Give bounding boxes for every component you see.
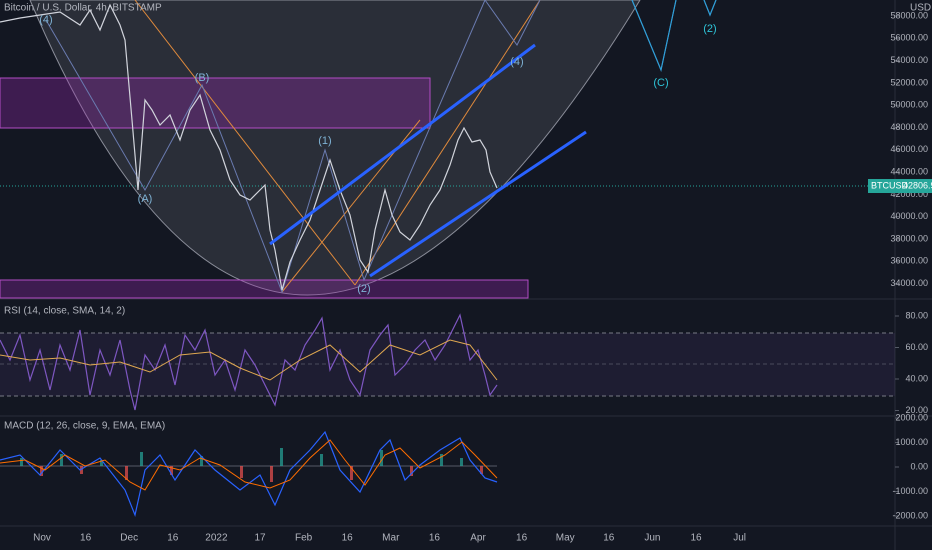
rsi-title: RSI (14, close, SMA, 14, 2) (4, 306, 125, 317)
zone-lower (0, 279, 529, 299)
wave-label: (B) (195, 72, 210, 84)
tick-label: 52000.00 (890, 77, 928, 87)
tick-label: 46000.00 (890, 144, 928, 154)
macd-line (0, 430, 498, 518)
time-label: Mar (382, 533, 400, 544)
wave-label: (1) (318, 135, 331, 147)
rsi-sma (0, 339, 498, 381)
time-label: Nov (33, 533, 51, 544)
wave-label: (4) (39, 14, 52, 26)
tick-label: 1000.00 (895, 437, 928, 447)
rsi-line (0, 313, 498, 411)
tick-label: 50000.00 (890, 100, 928, 110)
tick-label: 34000.00 (890, 278, 928, 288)
tick-label: 36000.00 (890, 256, 928, 266)
time-label: 17 (254, 533, 266, 544)
tick-label: 2000.00 (895, 412, 928, 422)
last-price-value: 42806.98 (903, 180, 932, 190)
time-label: 16 (516, 533, 528, 544)
time-label: 2022 (205, 533, 228, 544)
wave-label: (C) (653, 77, 668, 89)
tick-label: 40000.00 (890, 211, 928, 221)
channel-upper (269, 43, 536, 246)
last-price-tag (868, 179, 932, 193)
tick-label: 80.00 (905, 310, 928, 320)
macd-title: MACD (12, 26, close, 9, EMA, EMA) (4, 421, 165, 432)
signal-line (0, 439, 498, 491)
time-label: Jul (733, 533, 746, 544)
wave-label: (4) (510, 56, 523, 68)
tick-label: 44000.00 (890, 166, 928, 176)
time-label: 16 (603, 533, 615, 544)
wave-label: (2) (703, 23, 716, 35)
tick-label: 56000.00 (890, 33, 928, 43)
time-label: 16 (80, 533, 92, 544)
time-label: 16 (690, 533, 702, 544)
tick-label: 58000.00 (890, 10, 928, 20)
tick-label: -1000.00 (892, 486, 928, 496)
currency: USD (910, 3, 931, 14)
time-label: Feb (295, 533, 313, 544)
tick-label: 20.00 (905, 405, 928, 415)
time-label: Jun (644, 533, 660, 544)
tick-label: -2000.00 (892, 510, 928, 520)
price-series (0, 3, 498, 291)
time-label: 16 (429, 533, 441, 544)
last-price-symbol: BTCUSD (871, 180, 909, 190)
tick-label: 60.00 (905, 342, 928, 352)
time-label: 16 (342, 533, 354, 544)
time-label: Dec (120, 533, 138, 544)
wave-label: (A) (138, 193, 153, 205)
time-label: Apr (470, 533, 486, 544)
tick-label: 54000.00 (890, 55, 928, 65)
parabola (29, 0, 641, 296)
channel-lower (369, 130, 587, 278)
time-label: May (556, 533, 575, 544)
time-label: 16 (167, 533, 179, 544)
wave-label: (2) (357, 283, 370, 295)
wave-lines-cyan (631, 0, 717, 73)
tick-label: 48000.00 (890, 122, 928, 132)
tick-label: 38000.00 (890, 233, 928, 243)
tick-label: 40.00 (905, 373, 928, 383)
tick-label: 42000.00 (890, 189, 928, 199)
tick-label: 0.00 (910, 461, 928, 471)
symbol-title: Bitcoin / U.S. Dollar, 4h, BITSTAMP (4, 3, 162, 14)
